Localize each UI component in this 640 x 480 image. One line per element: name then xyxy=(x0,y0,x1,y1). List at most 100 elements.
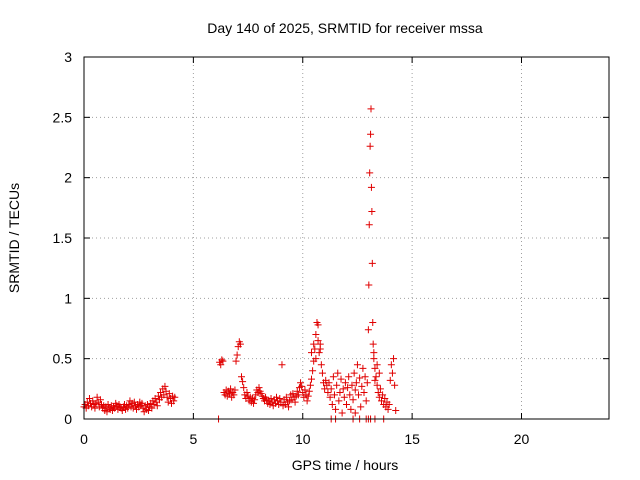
data-point xyxy=(303,397,311,405)
data-point xyxy=(337,375,345,383)
data-point xyxy=(305,387,313,395)
data-point xyxy=(385,401,393,409)
data-point xyxy=(255,384,263,392)
data-point xyxy=(367,130,375,138)
data-point xyxy=(232,357,240,365)
data-point xyxy=(240,384,248,392)
data-point xyxy=(374,388,382,396)
x-tick-label: 5 xyxy=(189,431,197,447)
data-point xyxy=(352,379,360,387)
data-point xyxy=(333,381,341,389)
data-point xyxy=(357,403,365,411)
data-point xyxy=(312,331,320,339)
data-point xyxy=(343,401,350,409)
data-point xyxy=(163,393,171,401)
data-point xyxy=(367,183,375,191)
data-point xyxy=(346,391,354,399)
data-point xyxy=(314,321,322,329)
data-point xyxy=(316,345,324,353)
data-point xyxy=(365,221,373,229)
data-point xyxy=(391,381,399,389)
data-point xyxy=(304,392,312,400)
data-point xyxy=(153,402,161,410)
y-tick-label: 1.5 xyxy=(53,230,73,246)
data-point xyxy=(110,403,118,411)
data-point xyxy=(371,364,379,372)
data-point xyxy=(332,405,340,413)
data-point xyxy=(293,387,301,395)
data-point xyxy=(384,405,392,413)
data-point xyxy=(348,381,356,389)
x-tick-label: 20 xyxy=(514,431,530,447)
data-point xyxy=(334,369,342,377)
data-point xyxy=(355,391,363,399)
data-point xyxy=(230,391,238,399)
data-point xyxy=(276,394,284,402)
data-point xyxy=(349,396,357,404)
data-point xyxy=(317,361,325,369)
data-point xyxy=(362,397,370,405)
x-tick-label: 0 xyxy=(80,431,88,447)
y-axis-title: SRMTID / TECUs xyxy=(6,183,22,293)
data-point xyxy=(104,401,112,409)
data-point xyxy=(379,391,387,399)
data-point xyxy=(308,349,315,357)
data-point xyxy=(369,318,377,326)
data-point xyxy=(251,396,259,404)
data-point xyxy=(381,394,389,402)
data-point xyxy=(312,355,320,363)
data-point xyxy=(96,396,104,404)
data-point xyxy=(370,355,378,363)
data-point xyxy=(336,388,344,396)
data-point xyxy=(367,105,375,113)
data-point xyxy=(335,397,343,405)
data-point xyxy=(329,373,337,381)
data-point xyxy=(351,409,359,417)
data-point xyxy=(359,364,367,372)
data-point xyxy=(310,340,318,348)
data-point xyxy=(314,337,322,345)
grid xyxy=(84,57,609,419)
data-point xyxy=(351,386,359,394)
data-point xyxy=(217,361,225,369)
data-point xyxy=(298,382,306,390)
data-point xyxy=(164,398,172,406)
data-point xyxy=(118,407,126,415)
x-tick-label: 10 xyxy=(295,431,311,447)
data-point xyxy=(392,407,400,415)
data-point xyxy=(364,326,372,334)
data-point xyxy=(369,340,377,348)
data-point xyxy=(368,259,376,267)
data-point xyxy=(330,391,338,399)
data-point xyxy=(366,142,374,150)
data-point xyxy=(83,398,91,406)
data-point xyxy=(148,404,156,412)
data-point xyxy=(386,376,394,384)
data-point xyxy=(225,390,233,398)
data-point xyxy=(344,384,352,392)
data-point xyxy=(309,367,317,375)
data-point xyxy=(363,379,371,387)
y-tick-label: 1 xyxy=(64,290,72,306)
data-point xyxy=(236,340,244,348)
data-point xyxy=(353,361,361,369)
data-point xyxy=(370,349,378,357)
data-point xyxy=(345,373,353,381)
data-point xyxy=(372,373,380,381)
data-point xyxy=(171,393,179,401)
x-tick-label: 15 xyxy=(404,431,420,447)
data-point xyxy=(170,397,178,405)
data-point xyxy=(301,386,309,394)
data-point xyxy=(376,385,384,393)
data-point xyxy=(347,405,355,413)
data-point xyxy=(373,361,381,369)
data-point xyxy=(326,393,334,401)
data-point xyxy=(239,378,247,386)
data-point xyxy=(328,401,336,409)
data-point xyxy=(294,391,302,399)
data-point xyxy=(243,388,251,396)
data-point xyxy=(218,356,226,364)
data-point xyxy=(219,357,227,365)
data-point xyxy=(340,393,348,401)
